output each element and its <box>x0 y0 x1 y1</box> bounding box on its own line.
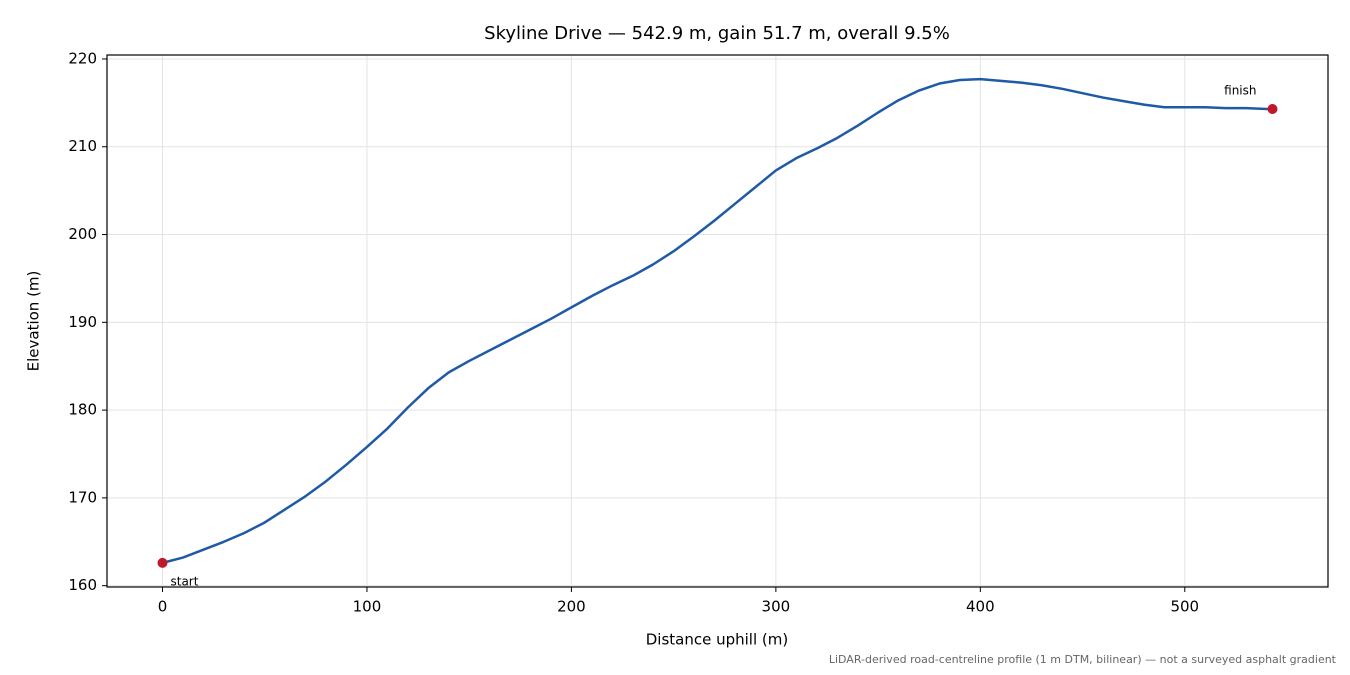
finish-label: finish <box>1224 83 1256 97</box>
y-tick-label: 170 <box>68 488 97 506</box>
x-tick-label: 300 <box>762 598 791 616</box>
chart-title: Skyline Drive — 542.9 m, gain 51.7 m, ov… <box>484 23 950 44</box>
plot-frame <box>106 54 1329 588</box>
x-tick-label: 400 <box>966 598 995 616</box>
y-tick-label: 160 <box>68 576 97 594</box>
y-tick-label: 220 <box>68 49 97 67</box>
x-tick-label: 0 <box>158 598 168 616</box>
x-axis-label: Distance uphill (m) <box>646 631 788 649</box>
line <box>162 77 1273 565</box>
footnote: LiDAR-derived road-centreline profile (1… <box>829 653 1337 666</box>
y-tick-label: 190 <box>68 313 97 331</box>
start-label: start <box>171 574 199 588</box>
x-tick-label: 500 <box>1170 598 1199 616</box>
y-axis-label: Elevation (m) <box>25 271 43 372</box>
y-tick-label: 210 <box>68 137 97 155</box>
endpoint-marker <box>157 557 168 568</box>
x-tick-label: 100 <box>353 598 382 616</box>
x-tick-label: 200 <box>557 598 586 616</box>
endpoint-marker <box>1267 103 1278 114</box>
y-tick-label: 200 <box>68 225 97 243</box>
y-tick-label: 180 <box>68 401 97 419</box>
